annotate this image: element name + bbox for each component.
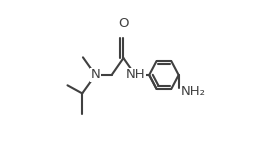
Text: NH₂: NH₂ [181,85,206,98]
Text: NH: NH [125,69,145,81]
Text: N: N [91,69,100,81]
Text: O: O [118,17,129,30]
